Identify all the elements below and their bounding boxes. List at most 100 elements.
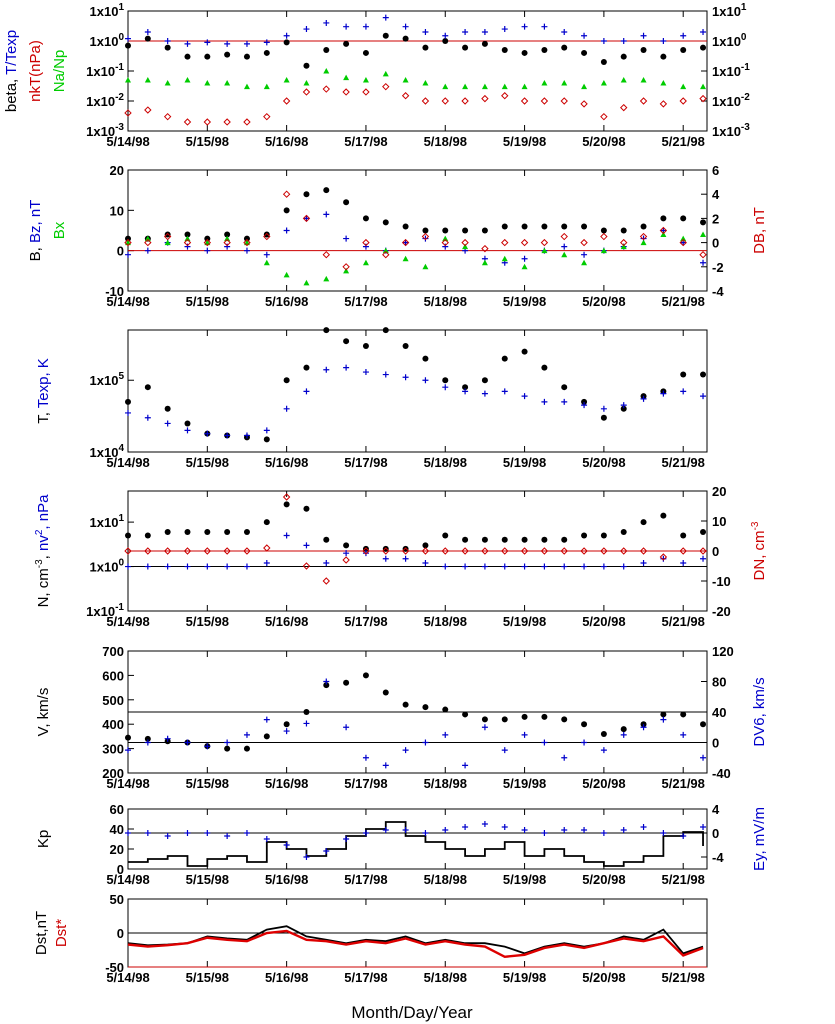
- point-DB: [461, 238, 469, 247]
- x-tick-label: 5/15/98: [186, 294, 229, 309]
- point-DN: [183, 547, 192, 555]
- point-B: [362, 215, 369, 222]
- y-axis-right-label: DV6, km/s: [751, 677, 768, 746]
- point-DB: [421, 232, 430, 241]
- point-Na/Np: [283, 77, 290, 83]
- point-DN: [382, 547, 390, 555]
- point-Bx: [184, 235, 191, 242]
- point-N: [184, 528, 191, 535]
- point-Bz: [204, 247, 211, 254]
- point-Bx: [402, 255, 409, 262]
- point-N: [620, 528, 627, 535]
- point-beta: [303, 62, 310, 69]
- point-B: [541, 223, 548, 230]
- point-DN: [441, 547, 449, 555]
- point-DV6: [362, 754, 369, 761]
- y-axis-right-label: DB, nT: [751, 207, 768, 254]
- point-beta: [581, 49, 588, 56]
- point-nv2: [224, 563, 231, 570]
- point-T: [402, 342, 409, 349]
- y-tick-label: 40: [110, 822, 124, 837]
- point-nv2: [640, 560, 647, 567]
- point-DN: [560, 547, 568, 555]
- point-beta: [462, 44, 469, 51]
- point-N: [481, 536, 488, 543]
- x-tick-label: 5/17/98: [344, 455, 387, 470]
- point-B: [224, 231, 231, 238]
- point-Ey: [164, 833, 171, 839]
- y-tick-label: 20: [110, 842, 124, 857]
- point-nkT: [520, 97, 529, 105]
- y-tick-label: 500: [102, 693, 124, 708]
- point-V: [303, 709, 310, 715]
- point-Bz: [224, 243, 231, 250]
- point-N: [343, 542, 350, 549]
- point-T: [442, 377, 449, 384]
- x-tick-label: 5/19/98: [503, 970, 546, 985]
- point-T/Texp: [521, 23, 528, 30]
- point-Bx: [600, 247, 607, 254]
- point-nkT: [699, 94, 707, 103]
- point-B: [382, 219, 389, 226]
- point-Na/Np: [362, 77, 369, 83]
- x-tick-label: 5/17/98: [344, 614, 387, 629]
- point-V: [283, 721, 290, 728]
- point-DN: [282, 493, 291, 501]
- x-tick-label: 5/20/98: [582, 872, 625, 887]
- point-Ey: [422, 830, 429, 836]
- point-DV6: [125, 747, 131, 754]
- point-DV6: [700, 754, 707, 761]
- point-DN: [203, 547, 212, 555]
- x-tick-label: 5/14/98: [106, 455, 149, 470]
- y-tick-label: 1x100: [90, 558, 125, 575]
- point-N: [303, 505, 310, 512]
- y-tick-label: 0: [117, 926, 124, 941]
- x-tick-label: 5/16/98: [265, 455, 308, 470]
- point-Ey: [243, 830, 250, 836]
- point-V: [581, 721, 588, 728]
- point-T/Texp: [620, 38, 627, 44]
- point-nkT: [481, 94, 489, 103]
- point-Bx: [561, 251, 568, 258]
- panel-velocity: 5/14/98 5/15/98 5/16/98 5/17/98 5/18/98 5/19/…: [35, 644, 768, 791]
- point-N: [224, 528, 231, 535]
- point-T: [501, 355, 508, 362]
- point-Ey: [481, 821, 488, 827]
- point-T: [561, 384, 568, 391]
- point-N: [600, 532, 607, 539]
- x-tick-label: 5/16/98: [265, 134, 308, 149]
- point-V: [382, 689, 389, 696]
- point-Ey: [700, 824, 707, 830]
- y-right-tick-label: 4: [712, 187, 720, 202]
- point-Ey: [303, 854, 310, 860]
- point-nkT: [183, 118, 192, 126]
- y-right-tick-label: -20: [712, 604, 731, 619]
- point-T: [184, 420, 191, 427]
- point-beta: [283, 39, 290, 46]
- point-nkT: [243, 118, 251, 126]
- point-Na/Np: [481, 83, 488, 90]
- point-DB: [382, 250, 390, 259]
- point-DN: [401, 547, 410, 555]
- point-beta: [561, 44, 568, 51]
- point-nv2: [462, 563, 469, 570]
- x-axis-title: Month/Day/Year: [351, 1003, 473, 1022]
- y-axis-right-label: Ey, mV/m: [751, 807, 768, 871]
- x-tick-label: 5/20/98: [582, 294, 625, 309]
- point-DV6: [402, 747, 409, 754]
- x-tick-label: 5/21/98: [662, 776, 705, 791]
- y-right-tick-label: 0: [712, 826, 719, 841]
- point-DV6: [323, 678, 330, 685]
- point-Bx: [422, 263, 429, 270]
- panel-beta-nkT-ratio: 5/14/98 5/15/98 5/16/98 5/17/98 5/18/98 5/19/…: [3, 2, 750, 149]
- point-T/Texp: [680, 32, 687, 39]
- point-DV6: [442, 731, 449, 738]
- y-right-tick-label: 120: [712, 644, 734, 659]
- point-N: [660, 512, 667, 519]
- y-right-tick-label: -10: [712, 574, 731, 589]
- series-DV6: [125, 678, 707, 769]
- point-DV6: [283, 728, 290, 735]
- point-T: [581, 398, 588, 405]
- point-nv2: [422, 560, 429, 567]
- point-Bz: [402, 239, 409, 246]
